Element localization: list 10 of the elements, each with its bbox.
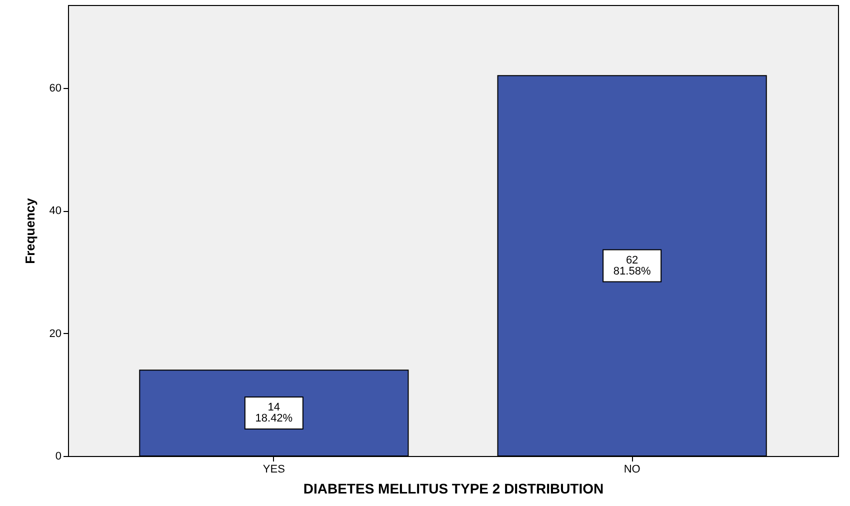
x-tick-label: NO [624, 464, 641, 476]
data-label: 14 18.42% [255, 402, 293, 425]
y-tick-label: 0 [55, 450, 62, 462]
data-label: 62 81.58% [613, 254, 651, 278]
y-tick-label: 20 [49, 328, 62, 340]
y-tick-label: 40 [49, 205, 62, 218]
y-axis-title: Frequency [22, 197, 38, 264]
x-axis-title: DIABETES MELLITUS TYPE 2 DISTRIBUTION [303, 480, 604, 496]
x-tick-label: YES [262, 464, 285, 476]
y-tick-label: 60 [49, 82, 62, 94]
